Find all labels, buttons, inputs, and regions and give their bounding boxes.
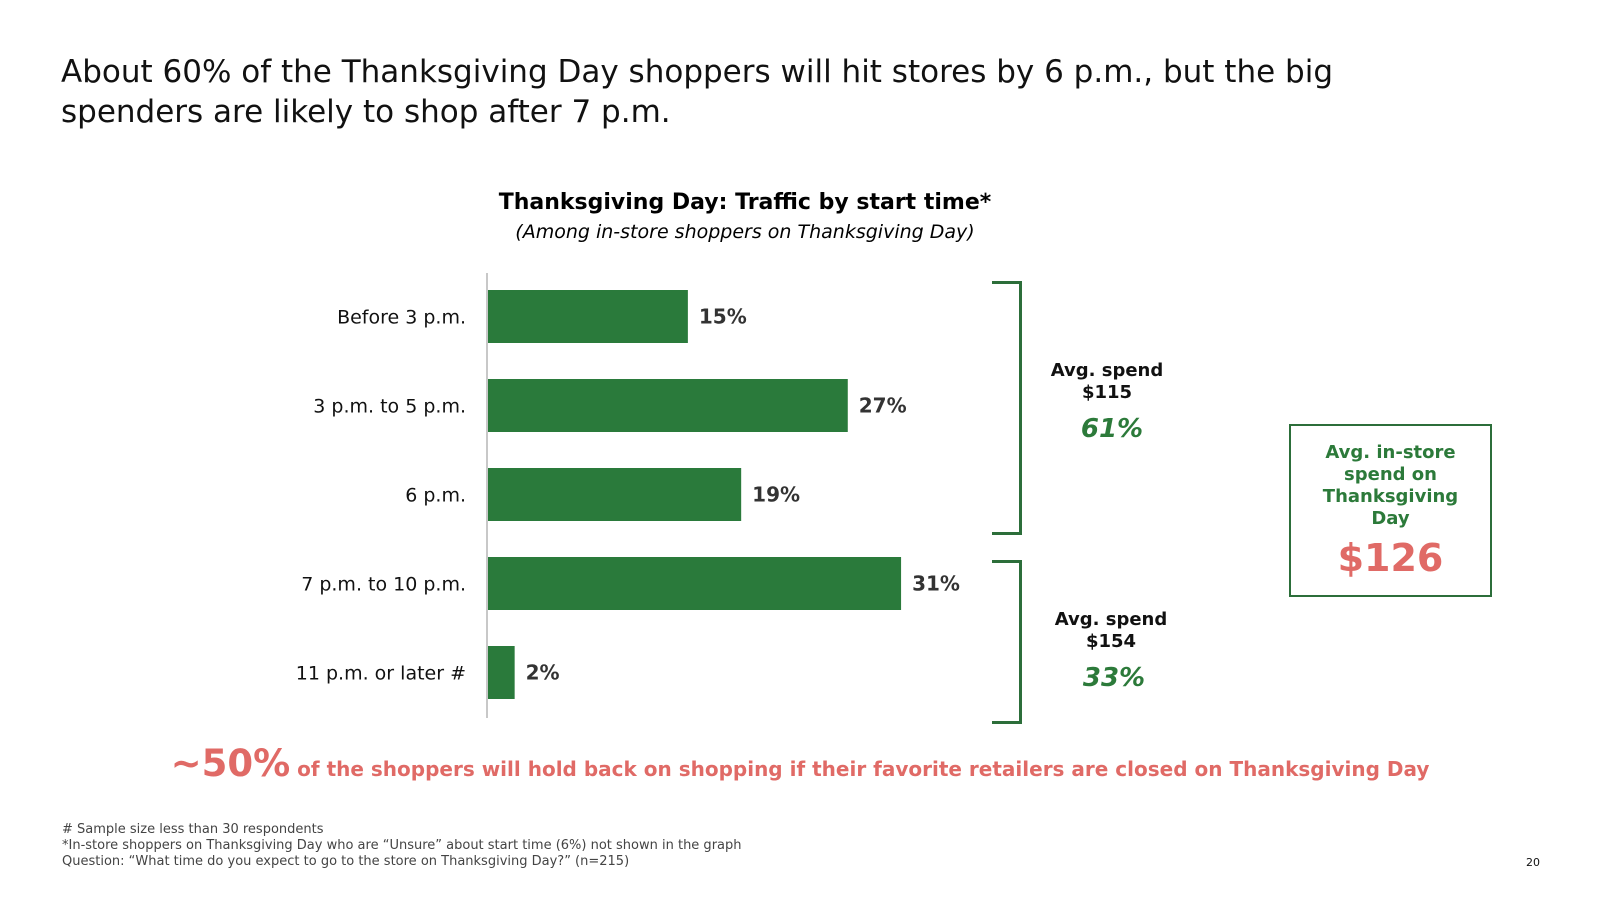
group1-spend-value: $115 [1081, 382, 1133, 403]
group1-spend-label: Avg. spend $115 [1022, 360, 1192, 404]
chart-title: Thanksgiving Day: Traffic by start time* [498, 190, 992, 215]
bar [488, 290, 688, 343]
group2-percent: 33% [1082, 663, 1146, 693]
data-label: 31% [912, 572, 960, 596]
callout: ~50% of the shoppers will hold back on s… [0, 742, 1600, 785]
bar [488, 557, 902, 610]
bracket-top-group [992, 281, 1022, 535]
avg-spend-box-value: $126 [1337, 536, 1444, 580]
data-label: 2% [526, 661, 560, 685]
group2-spend-title: Avg. spend [1054, 609, 1168, 630]
group2-spend-label: Avg. spend $154 [1026, 609, 1196, 653]
footnote-question: Question: “What time do you expect to go… [62, 854, 630, 869]
group1-spend-title: Avg. spend [1050, 360, 1164, 381]
footnote-sample-size: # Sample size less than 30 respondents [62, 822, 324, 837]
page-number: 20 [1526, 856, 1540, 869]
category-label: 7 p.m. to 10 p.m. [301, 574, 466, 596]
slide-headline: About 60% of the Thanksgiving Day shoppe… [61, 54, 1333, 130]
bracket-bottom-group [992, 560, 1022, 724]
footnotes: # Sample size less than 30 respondents *… [62, 822, 742, 870]
category-label: 3 p.m. to 5 p.m. [313, 396, 466, 418]
data-label: 27% [859, 394, 907, 418]
data-label: 19% [752, 483, 800, 507]
footnote-unsure: *In-store shoppers on Thanksgiving Day w… [62, 838, 742, 853]
bar [488, 646, 515, 699]
avg-spend-box: Avg. in-store spend on Thanksgiving Day … [1289, 424, 1492, 597]
category-label: Before 3 p.m. [337, 307, 466, 329]
group1-percent: 61% [1080, 414, 1144, 444]
group2-spend-value: $154 [1085, 631, 1137, 652]
callout-text: of the shoppers will hold back on shoppi… [290, 757, 1430, 781]
data-label: 15% [699, 305, 747, 329]
avg-spend-box-label: Avg. in-store spend on Thanksgiving Day [1322, 442, 1459, 529]
category-label: 6 p.m. [405, 485, 466, 507]
bar [488, 468, 742, 521]
category-label: 11 p.m. or later # [296, 663, 466, 685]
callout-percent: ~50% [170, 742, 291, 785]
bar [488, 379, 848, 432]
chart-subtitle: (Among in-store shoppers on Thanksgiving… [515, 221, 975, 243]
